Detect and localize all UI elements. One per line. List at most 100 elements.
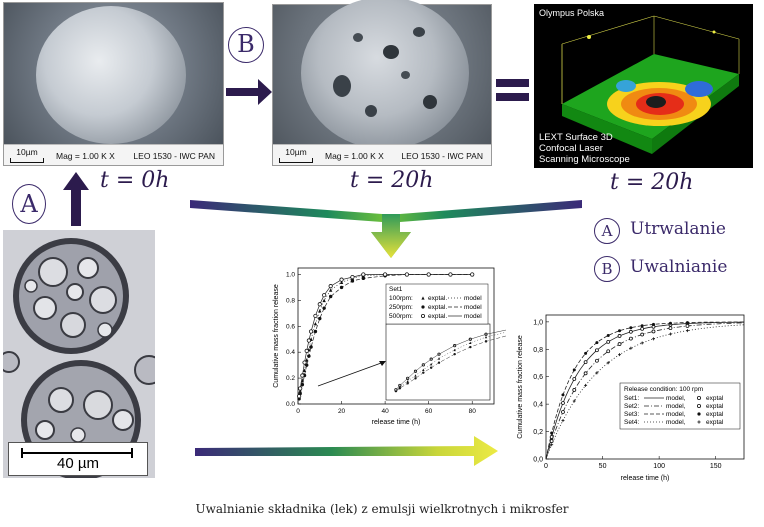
sem-micrograph-t0: 10µm Mag = 1.00 K X LEO 1530 - IWC PAN [3,2,224,166]
data-point [317,302,322,307]
data-point [421,296,425,300]
x-tick-label: 20 [338,408,346,415]
y-tick-label: 0,2 [533,429,543,436]
figure-caption: Uwalnianie składnika (lek) z emulsji wie… [195,502,569,516]
micrograph-scale-label: 40 µm [57,455,99,472]
x-tick-label: 150 [710,463,722,470]
legend-series-name: 250rpm: [389,304,413,311]
data-point [629,346,633,350]
data-point [426,272,431,277]
legend-series-name: 100rpm: [389,295,413,302]
letter-b: B [228,27,264,63]
emulsion-micrograph: 40 µm [3,230,155,478]
x-tick-label: 0 [544,463,548,470]
data-point [628,336,633,341]
x-tick-label: 60 [425,408,433,415]
data-point [306,338,311,343]
data-point [350,279,355,283]
data-point [300,382,305,387]
sem-instrument: LEO 1530 - IWC PAN [401,151,483,161]
data-point [339,277,344,282]
data-point [618,353,622,357]
legend-box [619,382,741,430]
inset-frame [385,323,491,401]
data-point [595,371,599,375]
micrograph-scale-box: 40 µm [8,442,148,476]
data-point [651,329,656,334]
data-point [572,388,577,392]
x-tick-label: 80 [469,408,477,415]
data-point [696,396,701,401]
data-point [640,341,644,345]
inset-curve [395,329,506,390]
data-point [307,354,311,358]
legend-marker-label: exptal [706,395,724,402]
release-chart-sets: 0 50 100 150 0,0 0,2 0,4 0,6 0,8 1,0 release time … [517,314,745,482]
data-point [300,373,305,378]
data-point [583,360,588,365]
data-point [304,348,309,353]
sem-micrograph-t20: 10µm Mag = 1.00 K X LEO 1530 - IWC PAN [272,0,492,166]
data-point [606,361,610,365]
data-point [429,362,433,366]
data-point [572,399,576,403]
y-tick-label: 0,8 [533,347,543,354]
legend-series-name: 500rpm: [389,313,413,320]
x-tick-label: 100 [653,463,665,470]
data-point [309,345,313,349]
data-point [550,431,554,435]
inset-curve [395,335,506,392]
y-tick-label: 0,4 [533,402,543,409]
data-point [550,443,554,447]
legend-model-label: model, [666,419,686,426]
plot-frame [297,267,495,405]
arrow-right-b [226,79,272,105]
data-point [420,314,425,319]
data-point [469,341,472,344]
arrow-up-a [63,172,89,226]
legend-model-label: model, [666,395,686,402]
data-point [421,305,425,309]
data-point [305,363,309,367]
data-point [629,326,633,330]
data-point [470,272,475,277]
data-point [640,332,645,337]
arrow-bottom-right [195,436,498,466]
legend-marker-label: exptal [706,411,724,418]
data-point [668,321,672,325]
time-label-t0: t = 0h [100,168,170,193]
letter-a: A [12,184,46,224]
legend-model-label: model [464,313,482,320]
sem-scale-bar: 10µm [279,147,313,163]
confocal-caption-line: Scanning Microscope [539,154,630,165]
data-point [308,329,314,334]
x-axis-label: release time (h) [621,475,670,482]
legend-series-name: Set4: [624,419,639,426]
release-chart-rpm: 0 20 40 60 80 0.0 0.2 0.4 0.6 0.8 1.0 release time … [273,267,506,426]
data-point [595,341,599,345]
data-point [361,272,366,277]
sem-magnification: Mag = 1.00 K X [325,151,384,161]
y-tick-label: 0,0 [533,457,543,464]
data-point [584,351,588,355]
y-tick-label: 0.6 [286,323,295,330]
data-point [561,393,565,397]
data-point [651,337,655,341]
data-point [606,333,610,337]
data-point [606,349,611,354]
y-tick-label: 0.8 [286,297,295,304]
sem-scale-bar: 10µm [10,147,44,163]
data-point [313,321,318,326]
data-point [651,322,655,326]
x-tick-label: 40 [381,408,389,415]
data-point [696,404,701,409]
data-point [595,348,599,353]
data-point [318,309,322,313]
legend-model-label: model, [666,411,686,418]
data-point [617,342,622,346]
data-point [406,380,409,383]
data-point [322,306,326,310]
emulsion-droplets [3,238,155,478]
legend-model-label: model [464,304,482,311]
data-point [298,386,303,391]
